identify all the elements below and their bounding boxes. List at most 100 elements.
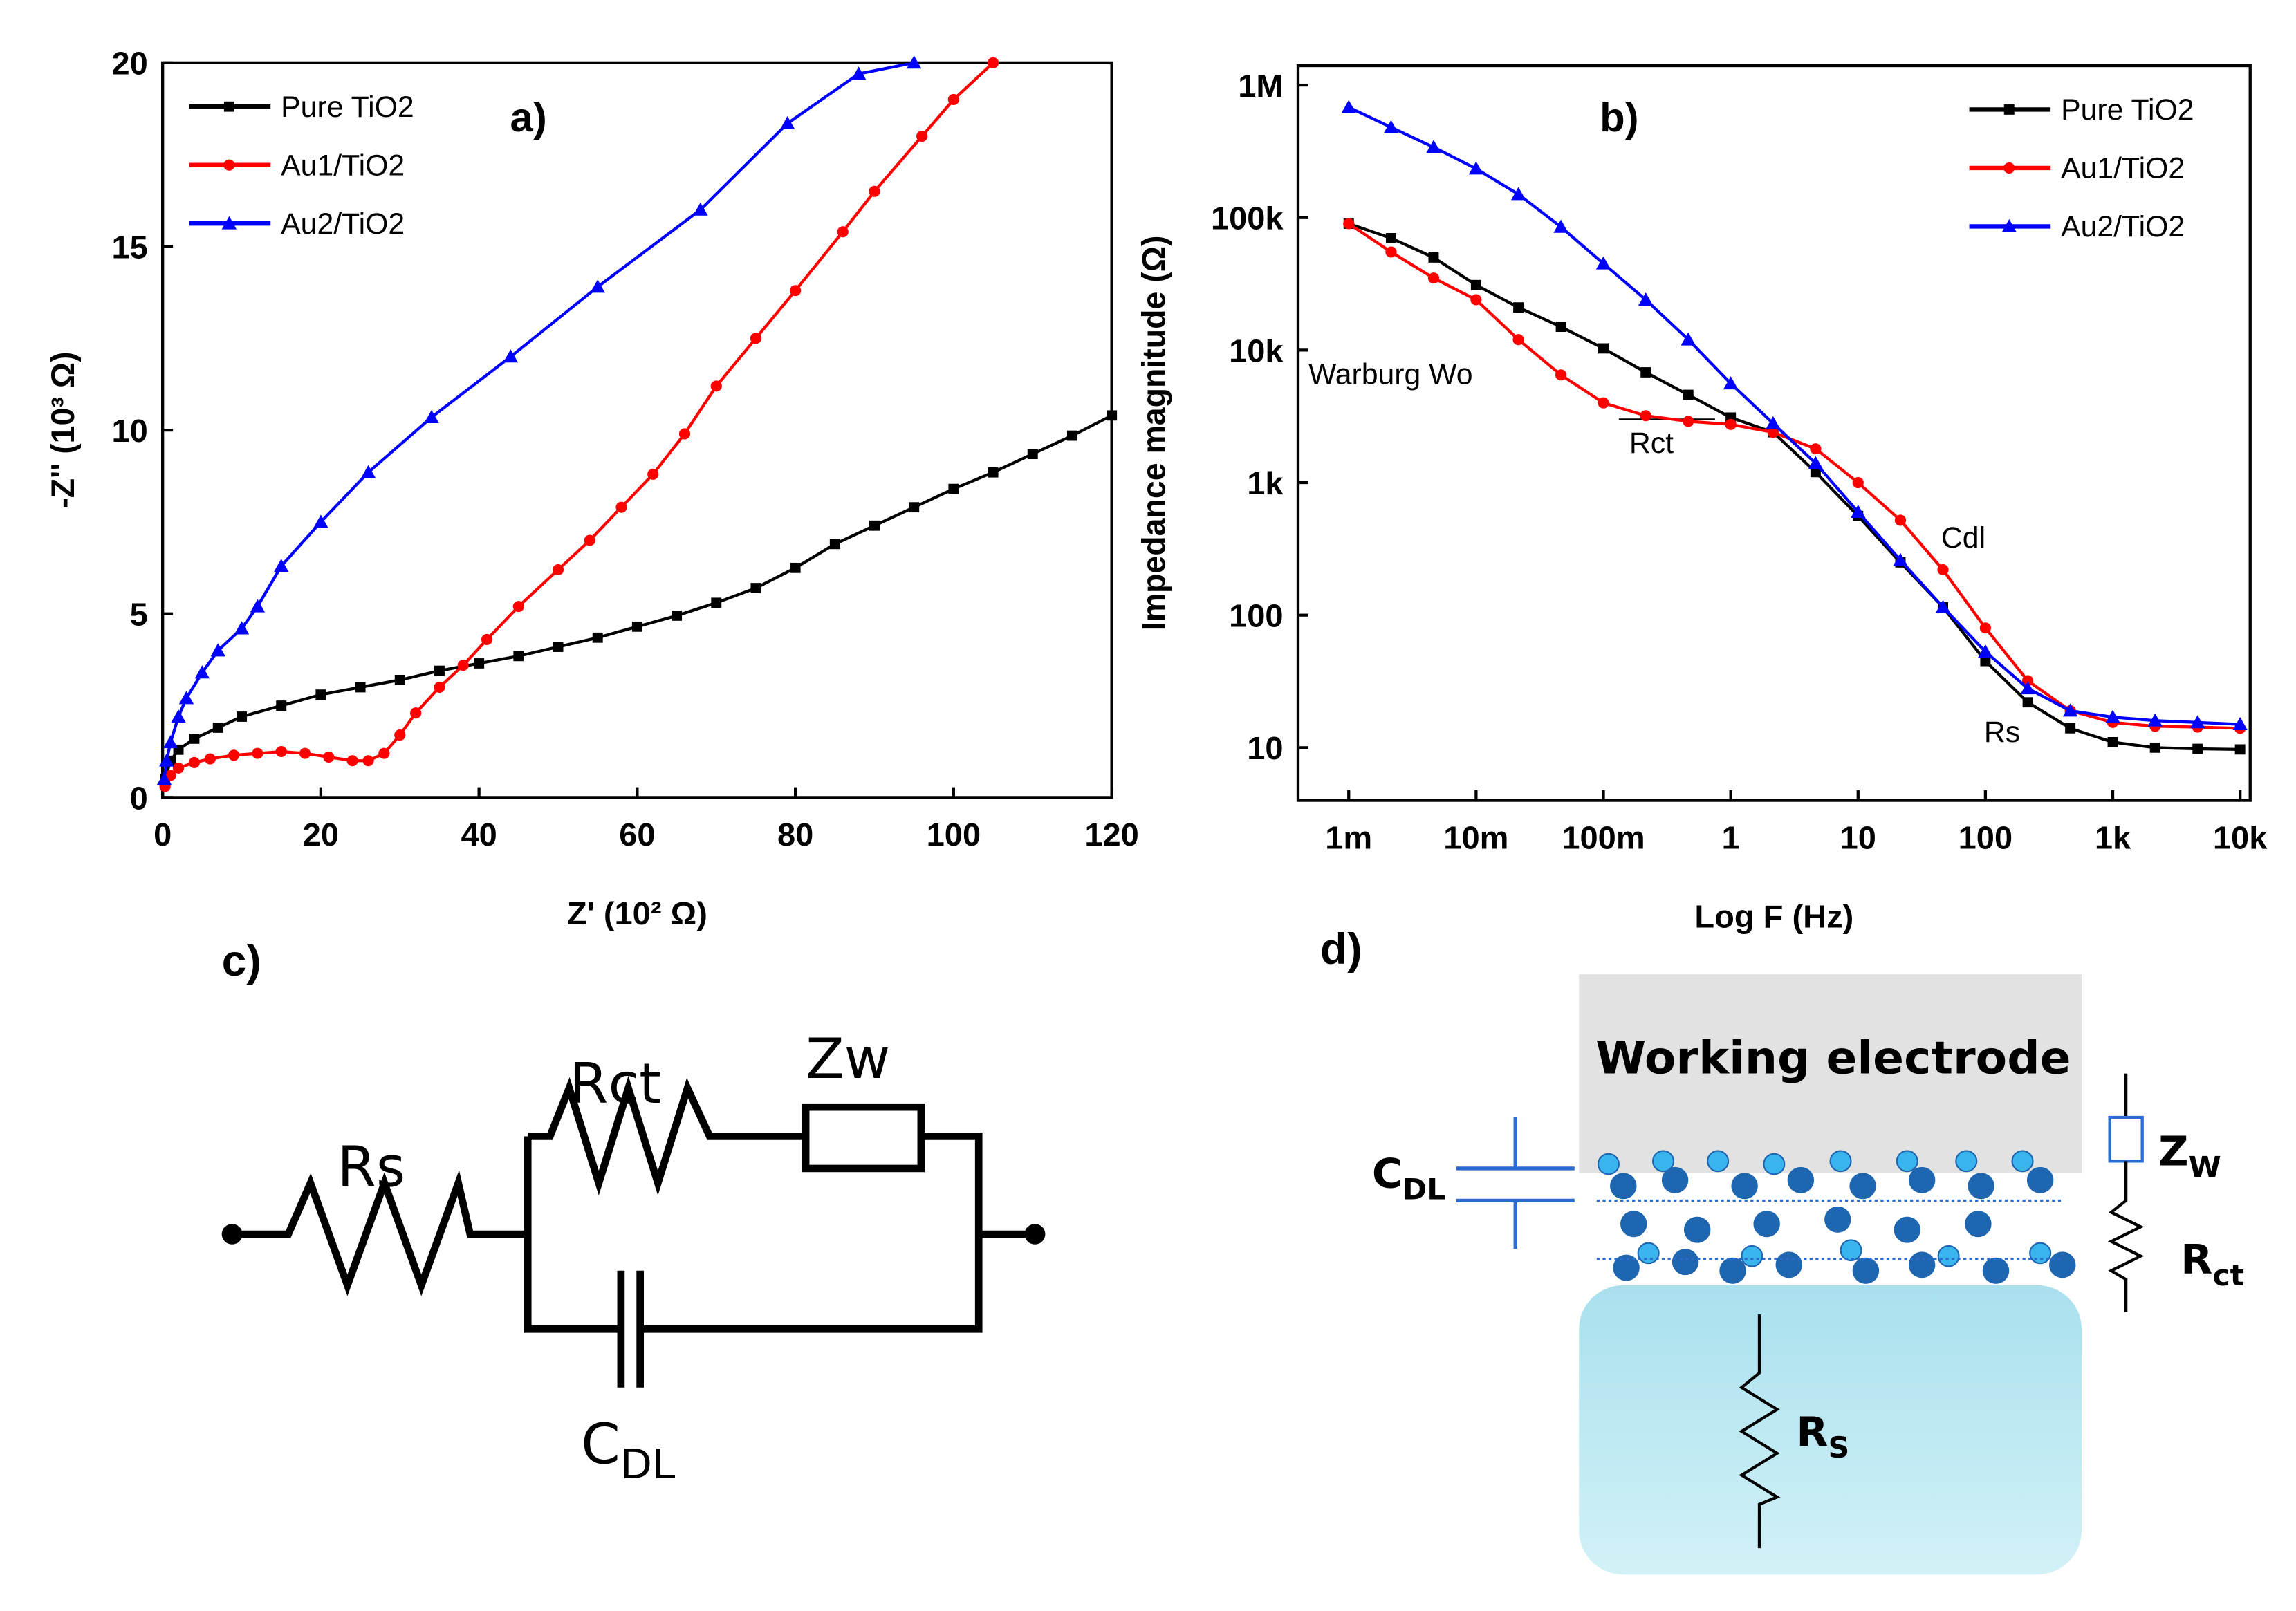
marker bbox=[1851, 504, 1866, 518]
marker bbox=[313, 514, 328, 528]
marker bbox=[172, 762, 185, 774]
label-main: R bbox=[2181, 1236, 2212, 1284]
marker bbox=[204, 753, 216, 765]
marker bbox=[171, 709, 186, 723]
ion bbox=[1741, 1245, 1763, 1267]
marker bbox=[2020, 681, 2035, 695]
marker bbox=[2190, 715, 2205, 729]
component-label: CDL bbox=[581, 1413, 675, 1489]
marker bbox=[1107, 410, 1118, 421]
marker bbox=[851, 66, 867, 80]
marker bbox=[1553, 219, 1568, 233]
label-main: Z bbox=[2158, 1128, 2188, 1176]
marker bbox=[360, 465, 376, 478]
ion bbox=[1719, 1257, 1746, 1284]
marker bbox=[513, 651, 524, 662]
x-tick-label: 10k bbox=[2213, 820, 2268, 856]
marker bbox=[1810, 467, 1821, 478]
marker bbox=[869, 520, 880, 531]
marker bbox=[1385, 233, 1396, 243]
ion bbox=[1763, 1153, 1786, 1175]
ion bbox=[1937, 1245, 1960, 1267]
marker bbox=[1427, 272, 1440, 284]
marker bbox=[647, 468, 659, 480]
marker bbox=[276, 700, 287, 711]
x-tick-label: 100m bbox=[1562, 820, 1645, 856]
marker bbox=[1852, 477, 1864, 489]
series-line bbox=[1348, 106, 2241, 726]
marker bbox=[1935, 599, 1951, 613]
y-axis-label: -Z'' (10³ Ω) bbox=[45, 352, 81, 509]
ion bbox=[1908, 1251, 1936, 1278]
ion bbox=[1753, 1211, 1780, 1238]
ion bbox=[1651, 1150, 1675, 1173]
y-tick-label: 5 bbox=[130, 597, 148, 633]
marker bbox=[2147, 713, 2163, 727]
marker bbox=[584, 534, 595, 546]
marker bbox=[947, 93, 960, 105]
ion bbox=[1840, 1239, 1862, 1262]
marker bbox=[1640, 367, 1651, 378]
marker bbox=[631, 621, 642, 632]
x-tick-label: 120 bbox=[1084, 817, 1138, 853]
marker bbox=[512, 601, 524, 613]
electrode-title: Working electrode bbox=[1595, 1032, 2071, 1085]
panel-label: a) bbox=[510, 94, 547, 140]
y-tick-label: 15 bbox=[111, 230, 147, 266]
marker bbox=[378, 747, 390, 759]
marker bbox=[2003, 104, 2015, 115]
marker bbox=[228, 749, 240, 761]
marker bbox=[346, 755, 358, 767]
component-label: ZW bbox=[2158, 1128, 2221, 1185]
marker bbox=[780, 115, 795, 129]
marker bbox=[156, 772, 172, 785]
marker bbox=[394, 674, 405, 685]
marker bbox=[1027, 449, 1038, 460]
marker bbox=[1978, 644, 1993, 658]
component-label: Rs bbox=[337, 1135, 405, 1200]
marker bbox=[750, 333, 762, 344]
marker bbox=[274, 559, 289, 572]
marker bbox=[1555, 369, 1567, 381]
annotation: Warburg Wo bbox=[1308, 359, 1473, 391]
marker bbox=[2105, 709, 2120, 723]
ion bbox=[1775, 1251, 1802, 1278]
marker bbox=[1766, 416, 1781, 429]
marker bbox=[672, 611, 683, 621]
ion bbox=[1707, 1150, 1730, 1173]
electrode-circuit bbox=[1739, 1073, 2145, 1549]
ion bbox=[1896, 1150, 1918, 1173]
marker bbox=[1638, 292, 1654, 306]
x-axis-label: Log F (Hz) bbox=[1694, 899, 1853, 935]
series-line bbox=[1348, 222, 2241, 751]
x-tick-label: 1 bbox=[1722, 820, 1740, 856]
x-tick-label: 10 bbox=[1840, 820, 1876, 856]
ion bbox=[1610, 1173, 1637, 1200]
legend-label: Au1/TiO2 bbox=[281, 150, 405, 183]
marker bbox=[1510, 187, 1526, 201]
marker bbox=[590, 279, 605, 293]
x-tick-label: 1m bbox=[1325, 820, 1372, 856]
marker bbox=[410, 707, 422, 719]
marker bbox=[2149, 742, 2160, 753]
ion bbox=[2011, 1150, 2034, 1173]
series-line bbox=[1348, 222, 2241, 730]
y-tick-label: 10 bbox=[1247, 730, 1283, 766]
marker bbox=[1725, 418, 1737, 430]
marker bbox=[1470, 279, 1481, 290]
panel-label: b) bbox=[1600, 94, 1639, 140]
ion bbox=[1672, 1249, 1699, 1276]
marker bbox=[592, 632, 603, 643]
ion bbox=[1597, 1153, 1620, 1175]
x-tick-label: 100 bbox=[927, 817, 981, 853]
marker bbox=[252, 747, 263, 759]
marker bbox=[194, 665, 210, 679]
series-line bbox=[163, 413, 1112, 780]
marker bbox=[299, 747, 311, 759]
y-tick-label: 1k bbox=[1247, 465, 1284, 501]
x-tick-label: 80 bbox=[777, 817, 813, 853]
marker bbox=[750, 583, 761, 593]
marker bbox=[710, 380, 722, 392]
marker bbox=[711, 597, 722, 608]
marker bbox=[457, 660, 469, 671]
